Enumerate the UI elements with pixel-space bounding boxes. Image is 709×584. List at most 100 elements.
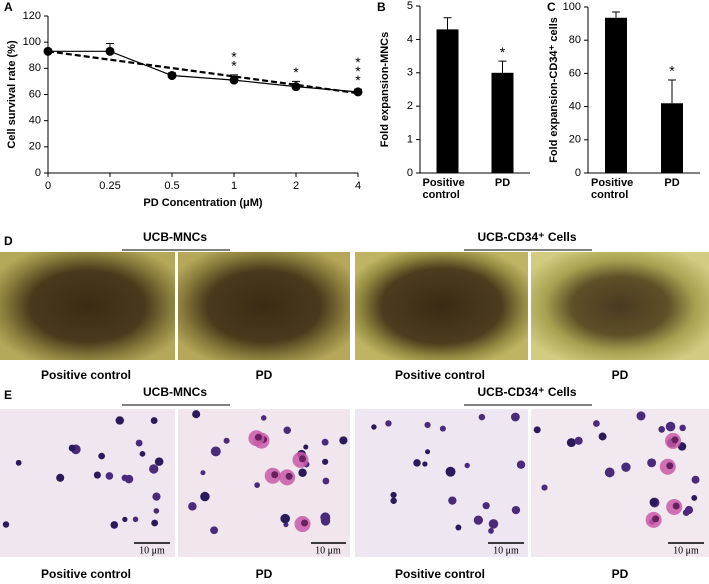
y-tick-label: 4 bbox=[407, 33, 413, 45]
caption: PD bbox=[612, 567, 629, 581]
cell bbox=[135, 439, 143, 447]
cell bbox=[150, 417, 158, 424]
caption: Positive control bbox=[395, 567, 485, 581]
y-tick-label: 100 bbox=[23, 36, 41, 48]
cell bbox=[665, 421, 676, 432]
cell bbox=[110, 521, 119, 529]
x-tick-label: 1 bbox=[231, 180, 237, 192]
y-tick-label: 40 bbox=[569, 101, 581, 113]
cell bbox=[280, 513, 290, 524]
error-bar bbox=[668, 79, 676, 104]
y-tick-label: 60 bbox=[29, 88, 41, 100]
y-tick-label: 1 bbox=[407, 134, 413, 146]
x-tick-label-box: Positive control bbox=[591, 177, 634, 201]
cell bbox=[139, 450, 146, 457]
group-title: UCB-CD34⁺ Cells bbox=[477, 230, 576, 244]
cell bbox=[671, 436, 679, 444]
cell bbox=[541, 484, 548, 491]
x-tick-label: 2 bbox=[293, 180, 299, 192]
x-tick-label: PD bbox=[664, 177, 680, 189]
cell bbox=[672, 502, 680, 510]
significance-mark: * bbox=[293, 64, 299, 80]
cell bbox=[56, 473, 65, 482]
colony-image bbox=[0, 252, 175, 360]
marker bbox=[167, 71, 177, 81]
y-axis-title: Fold expansion-MNCs bbox=[379, 32, 391, 148]
panel-letter: A bbox=[4, 0, 13, 14]
cell bbox=[488, 519, 499, 529]
scale-label: 10 μm bbox=[673, 545, 699, 556]
cell bbox=[652, 515, 660, 523]
x-tick-label: 4 bbox=[355, 180, 361, 192]
bar bbox=[661, 103, 683, 173]
cell bbox=[93, 471, 101, 479]
x-tick-label: 0 bbox=[45, 180, 51, 192]
scale-label: 10 μm bbox=[315, 545, 341, 556]
caption: PD bbox=[256, 567, 273, 581]
bar bbox=[436, 29, 459, 173]
cell bbox=[301, 519, 309, 527]
cell bbox=[200, 491, 210, 502]
y-tick-label: 0 bbox=[575, 167, 581, 179]
cell bbox=[647, 458, 657, 468]
marker bbox=[353, 87, 363, 97]
cell bbox=[210, 446, 221, 457]
caption: Positive control bbox=[41, 368, 131, 382]
smear-images bbox=[0, 409, 709, 557]
group-title: UCB-MNCs bbox=[143, 230, 207, 244]
cell bbox=[339, 436, 348, 445]
y-tick-label: 5 bbox=[407, 0, 413, 12]
cell bbox=[488, 528, 494, 534]
cell bbox=[621, 462, 631, 472]
cell bbox=[439, 425, 446, 432]
x-tick-label-box: PD bbox=[664, 177, 680, 189]
y-tick-label: 0 bbox=[407, 167, 413, 179]
cell bbox=[152, 492, 161, 501]
y-tick-label: 20 bbox=[29, 141, 41, 153]
cell bbox=[516, 460, 526, 469]
x-tick-label: PD bbox=[494, 177, 511, 189]
cell bbox=[455, 524, 462, 531]
cell bbox=[658, 426, 666, 433]
cell bbox=[371, 424, 377, 430]
cell bbox=[132, 516, 139, 523]
cell bbox=[322, 477, 330, 485]
cell bbox=[254, 433, 262, 441]
cell bbox=[124, 474, 134, 484]
caption: PD bbox=[612, 368, 629, 382]
cell bbox=[115, 416, 124, 425]
colony-image bbox=[178, 252, 350, 360]
cell bbox=[445, 466, 456, 477]
cell bbox=[574, 436, 583, 445]
cell bbox=[320, 512, 331, 523]
x-tick-label: 0.25 bbox=[99, 180, 120, 192]
significance-mark: * bbox=[355, 72, 361, 88]
cell bbox=[593, 420, 600, 427]
cell bbox=[390, 491, 397, 499]
y-tick-label: 20 bbox=[569, 134, 581, 146]
y-tick-label: 40 bbox=[29, 115, 41, 127]
colony-image bbox=[531, 252, 709, 360]
y-tick-label: 80 bbox=[29, 62, 41, 74]
cell bbox=[98, 452, 105, 460]
y-tick-label: 0 bbox=[35, 167, 41, 179]
cell bbox=[223, 437, 230, 444]
x-axis-title: PD Concentration (μM) bbox=[143, 197, 263, 209]
cell bbox=[422, 461, 428, 467]
cell bbox=[533, 426, 541, 434]
cell bbox=[210, 526, 219, 535]
cell bbox=[682, 509, 690, 516]
x-tick-label: 0.5 bbox=[164, 180, 179, 192]
cell bbox=[385, 420, 392, 427]
x-tick-label: Positive control bbox=[591, 177, 634, 201]
cell bbox=[413, 459, 421, 467]
cell bbox=[598, 432, 607, 441]
error-bar bbox=[443, 17, 452, 30]
cell bbox=[464, 462, 470, 469]
cell bbox=[473, 515, 483, 525]
significance-mark: * bbox=[231, 49, 237, 65]
x-tick-label: Positive control bbox=[422, 177, 465, 201]
group-title: UCB-MNCs bbox=[143, 385, 207, 399]
x-tick-label-box: PD bbox=[494, 177, 511, 189]
